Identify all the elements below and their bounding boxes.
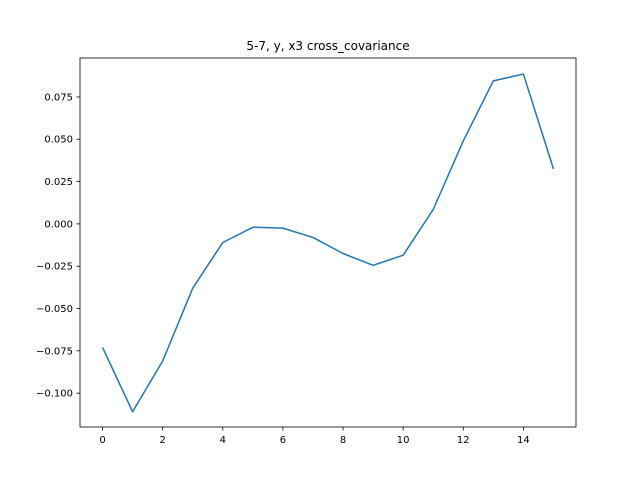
chart-title: 5-7, y, x3 cross_covariance — [246, 39, 409, 53]
plot-area-frame — [79, 57, 577, 428]
y-tick-label: −0.100 — [36, 389, 73, 400]
x-tick-label: 2 — [159, 435, 165, 446]
ticks-layer: 0 2 4 6 8 10 12 14 −0.100 −0.075 −0.050 −0.025 0.000… — [36, 92, 530, 446]
x-tick-label: 10 — [397, 435, 410, 446]
y-tick-label: 0.000 — [44, 219, 73, 230]
x-tick-label: 0 — [99, 435, 105, 446]
y-tick-label: −0.075 — [36, 346, 73, 357]
series-layer — [101, 73, 555, 413]
y-tick-label: −0.050 — [36, 304, 73, 315]
x-tick-label: 4 — [220, 435, 226, 446]
y-tick-label: 0.025 — [44, 177, 73, 188]
x-tick-label: 14 — [517, 435, 530, 446]
y-tick-label: 0.050 — [44, 135, 73, 146]
x-tick-label: 6 — [280, 435, 286, 446]
y-tick-label: −0.025 — [36, 262, 73, 273]
x-tick-label: 8 — [340, 435, 346, 446]
series-line — [101, 73, 555, 413]
y-tick-label: 0.075 — [44, 92, 73, 103]
x-tick-label: 12 — [457, 435, 470, 446]
